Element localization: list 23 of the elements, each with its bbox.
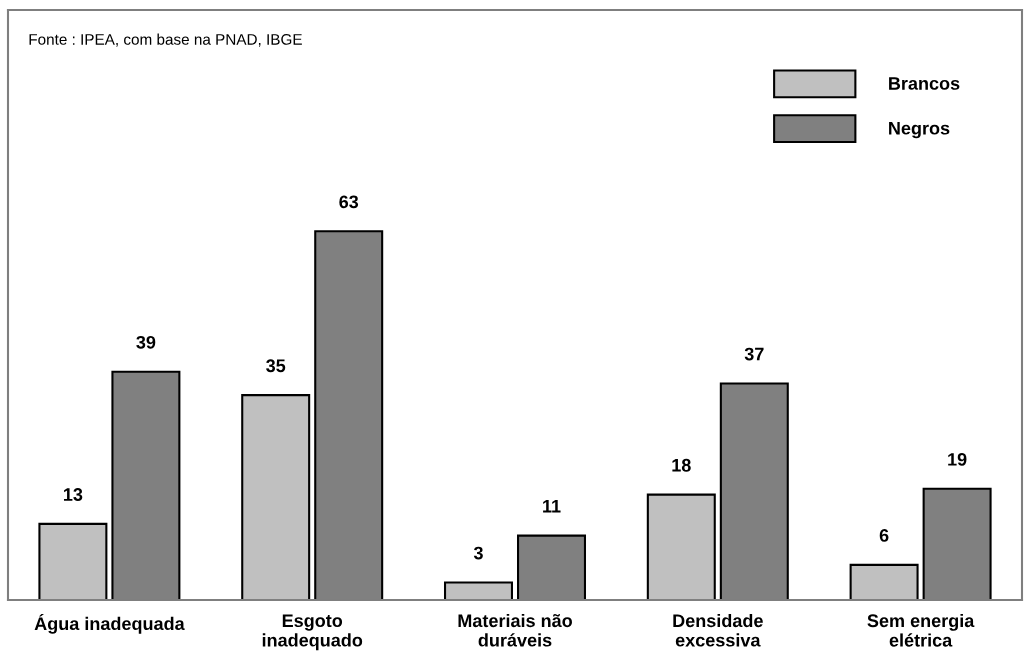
legend-label: Negros [889, 122, 950, 139]
legend-label: Brancos [889, 77, 960, 90]
x-tick-label: Materiais não duráveis [458, 613, 572, 647]
data-label: 35 [266, 359, 286, 373]
x-tick-label: Densidade excessiva [673, 613, 763, 647]
data-label: 13 [63, 488, 83, 501]
bar [241, 394, 311, 600]
bar [849, 563, 919, 600]
data-label: 39 [136, 335, 156, 349]
data-label: 63 [339, 195, 359, 209]
bar [38, 522, 108, 600]
x-tick-label: Esgoto inadequado [262, 614, 363, 651]
data-label: 19 [948, 452, 967, 466]
data-label: 3 [473, 546, 483, 560]
bar [646, 493, 716, 600]
data-label: 18 [672, 458, 691, 472]
data-label: 6 [879, 529, 889, 542]
data-label: 37 [744, 347, 764, 361]
source-note: Fonte : IPEA, com base na PNAD, IBGE [29, 33, 302, 47]
x-tick-label: Água inadequada [34, 613, 185, 634]
data-label: 11 [543, 500, 561, 513]
x-tick-label: Sem energia elétrica [867, 613, 975, 647]
bar [443, 581, 513, 600]
